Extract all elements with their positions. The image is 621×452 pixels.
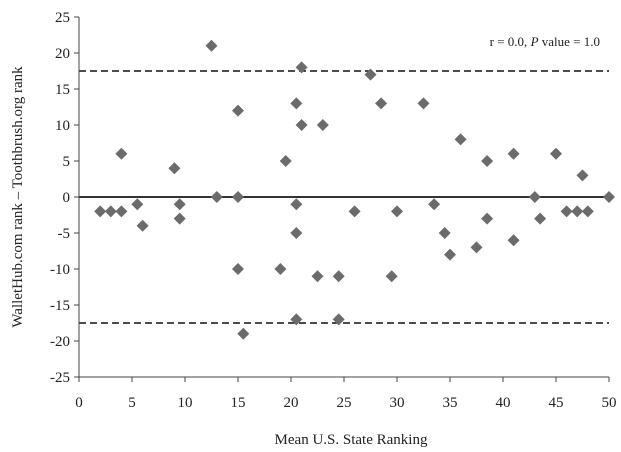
annotation-suffix: value = 1.0 xyxy=(539,34,600,49)
x-tick-label: 25 xyxy=(337,395,352,411)
y-tick-label: 20 xyxy=(55,46,70,62)
y-tick-label: 15 xyxy=(55,82,70,98)
y-axis-title: WalletHub.com rank – Toothbrush.org rank xyxy=(10,66,26,328)
data-point xyxy=(94,205,106,217)
y-tick-label: -5 xyxy=(58,226,71,242)
y-tick-label: 25 xyxy=(55,10,70,26)
data-points xyxy=(94,40,615,340)
data-point xyxy=(105,205,117,217)
data-point xyxy=(115,148,127,160)
data-point xyxy=(333,270,345,282)
data-point xyxy=(296,119,308,131)
data-point xyxy=(206,40,218,52)
data-point xyxy=(386,270,398,282)
data-point xyxy=(232,263,244,275)
x-tick-label: 0 xyxy=(75,395,83,411)
data-point xyxy=(439,227,451,239)
data-point xyxy=(455,133,467,145)
correlation-annotation: r = 0.0, P value = 1.0 xyxy=(490,34,600,49)
data-point xyxy=(274,263,286,275)
data-point xyxy=(237,328,249,340)
x-tick-label: 30 xyxy=(390,395,405,411)
data-point xyxy=(349,205,361,217)
data-point xyxy=(174,198,186,210)
data-point xyxy=(280,155,292,167)
x-tick-label: 15 xyxy=(231,395,246,411)
y-tick-label: 0 xyxy=(63,190,71,206)
y-tick-label: 10 xyxy=(55,118,70,134)
data-point xyxy=(375,97,387,109)
data-point xyxy=(508,234,520,246)
data-point xyxy=(582,205,594,217)
x-tick-label: 35 xyxy=(443,395,458,411)
data-point xyxy=(550,148,562,160)
data-point xyxy=(391,205,403,217)
x-tick-label: 5 xyxy=(128,395,136,411)
data-point xyxy=(174,213,186,225)
data-point xyxy=(131,198,143,210)
data-point xyxy=(481,155,493,167)
data-point xyxy=(317,119,329,131)
data-point xyxy=(529,191,541,203)
data-point xyxy=(481,213,493,225)
data-point xyxy=(571,205,583,217)
x-tick-label: 40 xyxy=(496,395,511,411)
x-tick-labels: 0 5 10 15 20 25 30 35 40 45 50 xyxy=(75,395,616,411)
y-tick-label: 5 xyxy=(63,154,71,170)
axes xyxy=(74,17,609,382)
data-point xyxy=(290,227,302,239)
y-tick-label: -10 xyxy=(50,262,70,278)
annotation-prefix: r = 0.0, xyxy=(490,34,531,49)
data-point xyxy=(312,270,324,282)
data-point xyxy=(418,97,430,109)
x-tick-label: 45 xyxy=(549,395,564,411)
data-point xyxy=(232,105,244,117)
data-point xyxy=(577,169,589,181)
data-point xyxy=(115,205,127,217)
data-point xyxy=(508,148,520,160)
data-point xyxy=(211,191,223,203)
y-tick-label: -20 xyxy=(50,334,70,350)
data-point xyxy=(428,198,440,210)
data-point xyxy=(534,213,546,225)
y-tick-label: -25 xyxy=(50,370,70,386)
x-tick-label: 50 xyxy=(602,395,617,411)
data-point xyxy=(137,220,149,232)
data-point xyxy=(290,97,302,109)
data-point xyxy=(444,249,456,261)
data-point xyxy=(290,198,302,210)
x-tick-label: 10 xyxy=(178,395,193,411)
y-tick-labels: 25 20 15 10 5 0 -5 -10 -15 -20 -25 xyxy=(50,10,70,386)
data-point xyxy=(168,162,180,174)
y-tick-label: -15 xyxy=(50,298,70,314)
data-point xyxy=(561,205,573,217)
x-tick-label: 20 xyxy=(284,395,299,411)
annotation-italic: P xyxy=(530,34,539,49)
data-point xyxy=(603,191,615,203)
data-point xyxy=(232,191,244,203)
data-point xyxy=(471,241,483,253)
x-axis-title: Mean U.S. State Ranking xyxy=(275,432,428,448)
